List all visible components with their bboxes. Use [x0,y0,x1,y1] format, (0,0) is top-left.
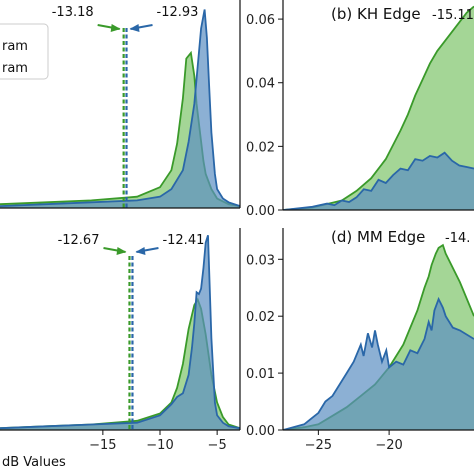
plot-area-b [283,5,474,210]
series-line-blue [0,9,240,207]
x-axis-label: dB Values [2,455,66,470]
panel-title-b: (b) KH Edge [331,5,421,23]
y-tick-label-d: 0.02 [246,310,275,325]
vline-label-blue: -12.93 [157,5,199,20]
series-line-blue [0,235,240,430]
series-area-green [0,52,240,208]
x-tick-label-c: −10 [146,438,173,453]
panel-b: 0.00 0.02 0.04 0.06 (b) KH Edge -15.11 [246,0,474,219]
series-area-blue [0,9,240,208]
arrow-head-green [116,247,127,255]
y-tick-label-b: 0.02 [246,140,275,155]
panel-c: -12.67 -12.41 −15 −10 −5 [0,228,241,453]
vline-label-green: -12.67 [58,233,100,248]
x-tick-label-d: −20 [375,438,402,453]
plot-area-d [283,243,474,430]
panel-annotation-b: -15.11 [432,8,474,23]
series-line-green [283,5,474,210]
y-tick-label-b: 0.04 [246,77,275,92]
arrow-head-blue [135,247,146,255]
y-tick-label-b: 0.06 [246,13,275,28]
series-area-blue [283,299,474,430]
plot-area-a [0,9,240,208]
y-tick-label-d: 0.03 [246,253,275,268]
panel-a: -13.18 -12.93 [0,0,241,209]
series-line-blue [283,296,474,430]
y-tick-label-d: 0.00 [246,424,275,439]
arrow-head-blue [129,24,140,32]
series-line-blue [283,151,474,210]
legend-label-2: ram [2,61,28,76]
panel-annotation-d: -14. [445,231,470,246]
plot-area-c [0,235,240,430]
y-tick-label-d: 0.01 [246,367,275,382]
legend: ram ram [0,23,49,80]
x-tick-label-c: −15 [89,438,116,453]
legend-label-1: ram [2,39,28,54]
panel-d: −25 −20 0.00 0.01 0.02 0.03 (d) MM Edge -14. [246,228,474,453]
x-tick-label-c: −5 [208,438,227,453]
panel-title-d: (d) MM Edge [331,228,425,246]
x-tick-label-d: −25 [305,438,332,453]
arrow-head-green [110,24,121,32]
y-tick-label-b: 0.00 [246,204,275,219]
vline-label-blue: -12.41 [162,233,204,248]
vline-label-green: -13.18 [52,5,94,20]
legend-box [0,23,49,80]
